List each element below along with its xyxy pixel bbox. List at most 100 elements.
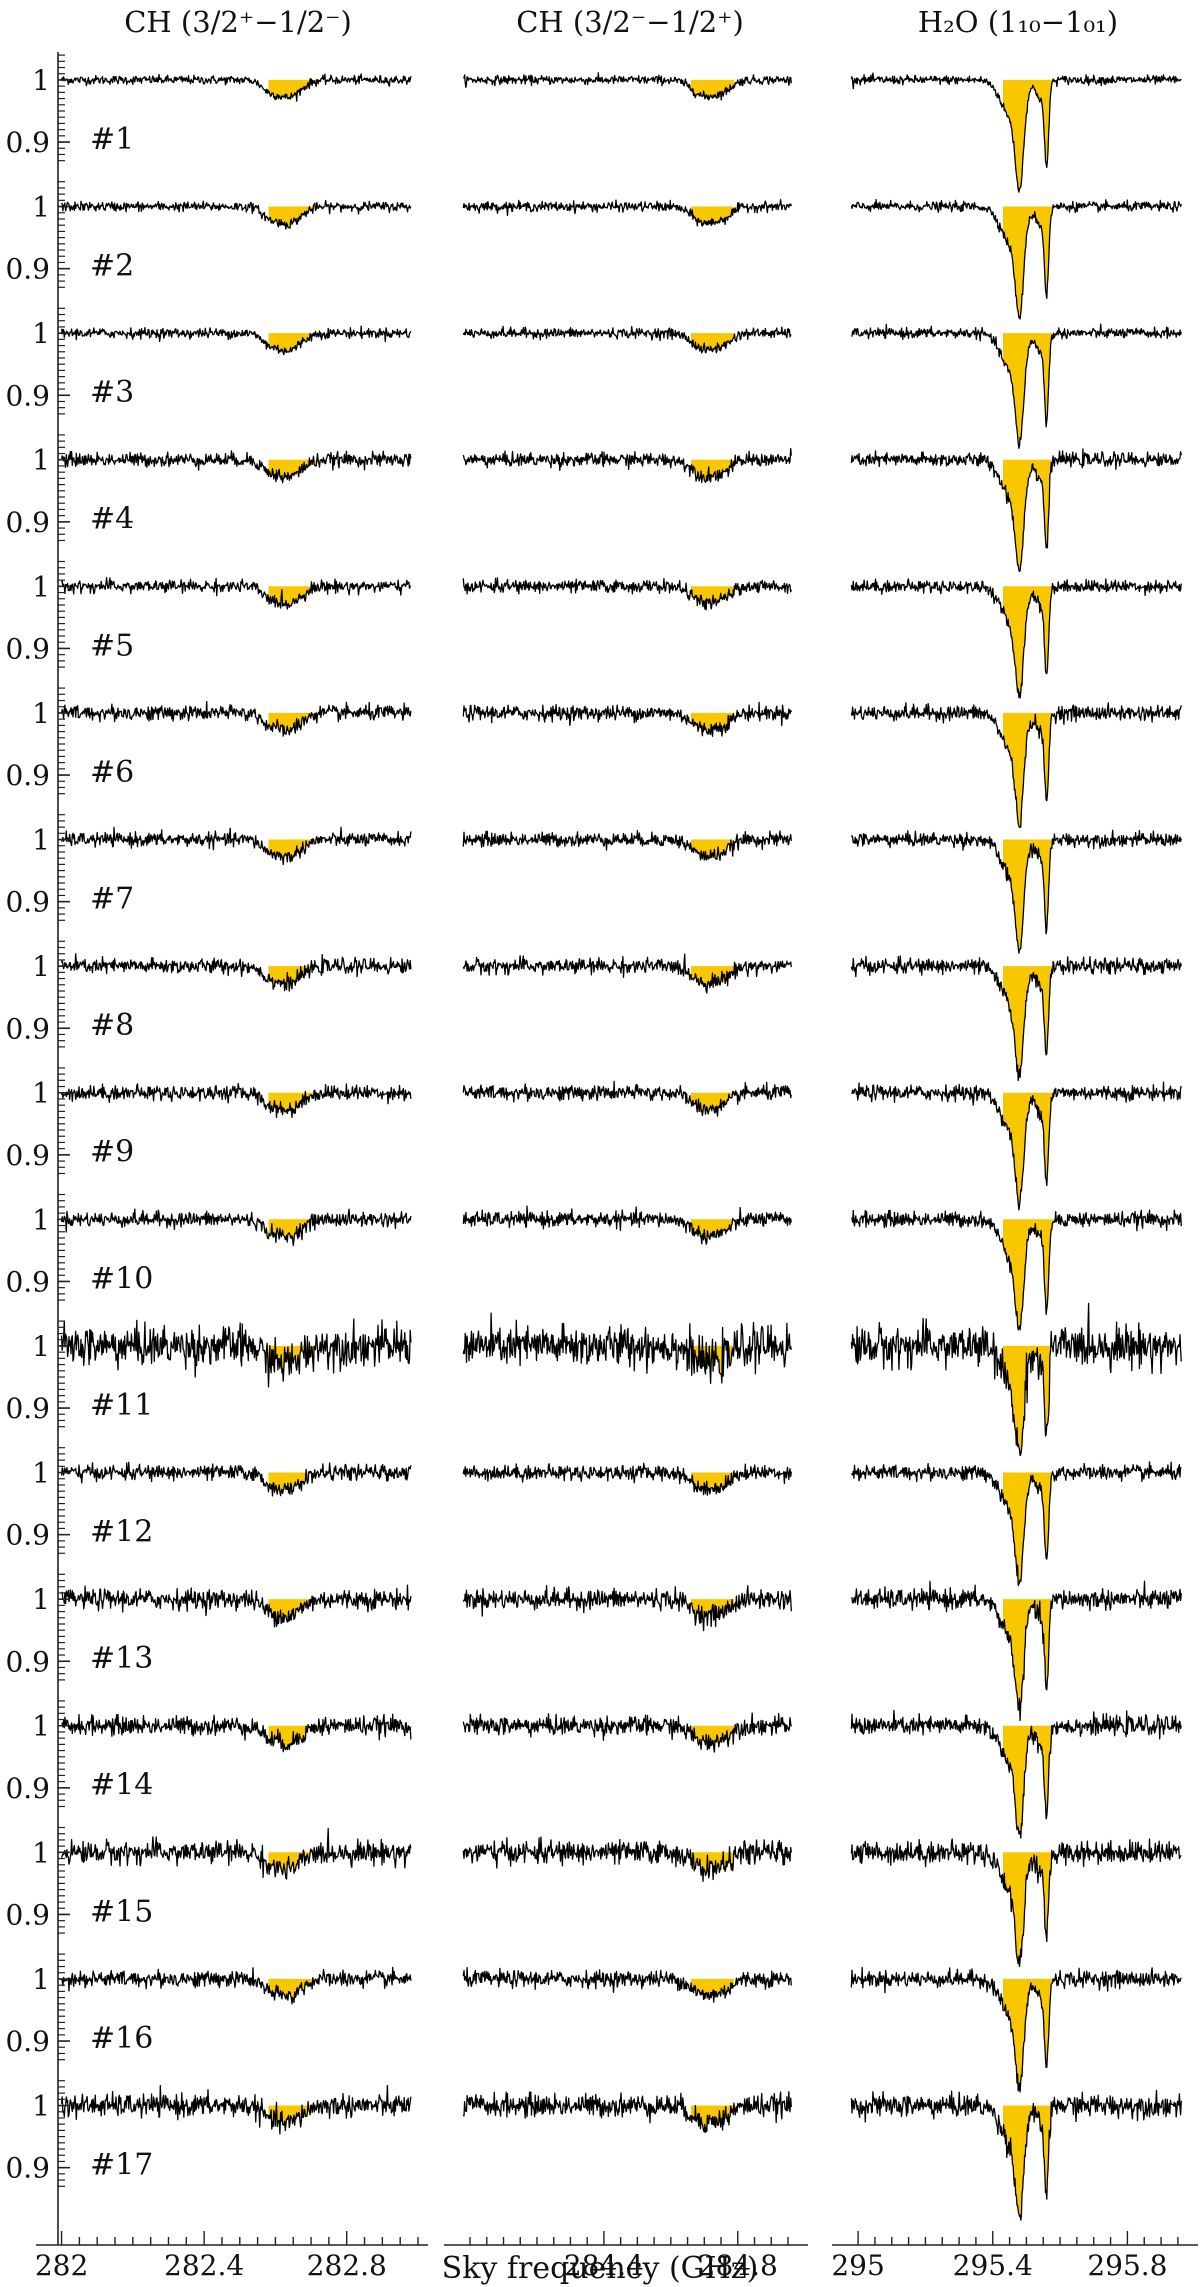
y-tick-label: 0.9 (5, 1645, 50, 1678)
spectrum-panels: #1 #2 #3 #4 #5 #6 #7 #8 #9 #10 #11 #12 #13 #14 #15 #16 #… (60, 72, 1182, 2221)
y-tick-label: 0.9 (5, 2152, 50, 2185)
spectrum-line (850, 702, 1182, 829)
absorption-fill (691, 1725, 734, 1753)
spectrum-line (462, 1312, 792, 1385)
panel-label: #6 (90, 755, 134, 790)
spectrum-line (60, 1966, 412, 2005)
x-axis-label: Sky frequency (GHz) (442, 2251, 759, 2286)
y-tick-label: 1 (32, 1457, 50, 1490)
panel-label: #12 (90, 1515, 153, 1550)
panel-label: #9 (90, 1135, 134, 1170)
x-tick-label: 282.8 (307, 2249, 387, 2282)
y-tick-label: 0.9 (5, 1898, 50, 1931)
absorption-fill (1003, 966, 1054, 1081)
spectrum-line (850, 829, 1182, 954)
spectrum-line (850, 1966, 1182, 2093)
spectrum-line (462, 1462, 792, 1496)
spectrum-line (462, 830, 792, 862)
spectrum-line (60, 325, 412, 356)
absorption-fill (691, 966, 734, 993)
spectrum-line (462, 1836, 792, 1883)
x-tick-label: 295 (831, 2249, 884, 2282)
spectrum-line (850, 448, 1182, 573)
column-title: CH (3/2⁻−1/2⁺) (516, 5, 744, 39)
absorption-fill (268, 1978, 319, 2004)
panel-label: #13 (90, 1641, 153, 1676)
spectrum-line (462, 577, 792, 611)
spectrum-line (850, 198, 1182, 320)
absorption-fill (691, 712, 734, 737)
panel-label: #1 (90, 122, 134, 157)
y-tick-label: 0.9 (5, 1392, 50, 1425)
spectrum-line (850, 1302, 1182, 1457)
y-tick-label: 1 (32, 824, 50, 857)
panel-label: #5 (90, 628, 134, 663)
panel-label: #17 (90, 2148, 153, 2183)
spectrum-line (61, 1713, 412, 1753)
panel-label: #16 (90, 2021, 153, 2056)
spectrum-line (851, 323, 1182, 449)
spectrum-line (850, 1461, 1182, 1587)
y-tick-label: 0.9 (5, 1772, 50, 1805)
spectrum-line (850, 1838, 1182, 1968)
absorption-fill (268, 586, 319, 610)
panel-label: #14 (90, 1768, 153, 1803)
y-tick-label: 0.9 (5, 1139, 50, 1172)
x-tick-label: 295.8 (1087, 2249, 1167, 2282)
y-tick-label: 1 (32, 444, 50, 477)
absorption-fill (1003, 1472, 1054, 1586)
panel-label: #15 (90, 1894, 153, 1929)
x-tick-label: 282 (35, 2249, 88, 2282)
x-tick-label: 295.4 (953, 2249, 1033, 2282)
absorption-fill (268, 966, 319, 992)
absorption-fill (691, 1852, 734, 1882)
spectrum-line (60, 2084, 412, 2135)
spectrum-line (462, 1967, 792, 2003)
y-tick-label: 0.9 (5, 126, 50, 159)
spectrum-line (462, 199, 792, 227)
absorption-fill (1003, 1725, 1054, 1839)
x-tick-label: 282.4 (164, 2249, 244, 2282)
y-tick-label: 0.9 (5, 1012, 50, 1045)
spectrum-line (462, 447, 792, 484)
panel-label: #7 (90, 882, 134, 917)
spectrum-line (60, 953, 412, 992)
absorption-fill (1003, 333, 1054, 449)
y-tick-label: 0.9 (5, 759, 50, 792)
y-tick-label: 0.9 (5, 2025, 50, 2058)
spectrum-line (60, 450, 412, 484)
spectrum-line (463, 72, 792, 101)
y-tick-label: 1 (32, 1710, 50, 1743)
spectrum-line (60, 826, 412, 866)
y-tick-label: 1 (32, 1963, 50, 1996)
spectrum-line (60, 700, 412, 737)
y-tick-label: 1 (32, 570, 50, 603)
absorption-fill (1003, 206, 1054, 319)
panel-label: #11 (90, 1388, 153, 1423)
absorption-fill (691, 2105, 734, 2133)
absorption-fill (1003, 712, 1054, 828)
absorption-fill (1003, 79, 1054, 193)
panel-label: #4 (90, 502, 134, 537)
panel-label: #8 (90, 1008, 134, 1043)
y-tick-label: 0.9 (5, 632, 50, 665)
absorption-fill (268, 79, 319, 102)
spectrum-line (462, 701, 792, 737)
spectrum-line (60, 1827, 412, 1880)
y-tick-label: 0.9 (5, 506, 50, 539)
y-tick-label: 1 (32, 64, 50, 97)
y-tick-label: 0.9 (5, 1519, 50, 1552)
spectrum-line (462, 1080, 792, 1117)
x-tick-label: 284.4 (564, 2249, 644, 2282)
spectrum-line (462, 1712, 792, 1753)
y-tick-label: 0.9 (5, 253, 50, 286)
panel-label: #3 (90, 375, 134, 410)
panel-label: #10 (90, 1261, 153, 1296)
y-tick-label: 1 (32, 191, 50, 224)
absorption-fill (268, 1852, 319, 1879)
absorption-fill (1003, 1599, 1054, 1721)
column-title: CH (3/2⁺−1/2⁻) (124, 5, 352, 39)
absorption-fill (268, 333, 319, 355)
spectrum-line (850, 578, 1182, 699)
absorption-fill (1003, 1092, 1054, 1210)
